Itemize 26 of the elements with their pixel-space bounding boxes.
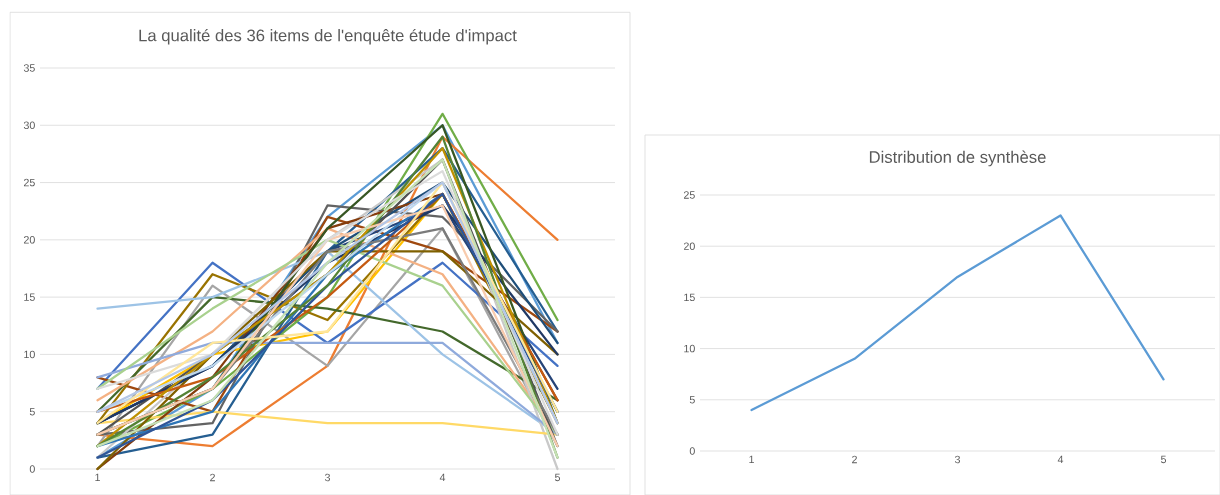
x-tick-label: 4 xyxy=(1057,455,1064,464)
y-tick-label: 25 xyxy=(23,178,35,187)
y-tick-label: 5 xyxy=(29,407,35,416)
y-tick-label: 35 xyxy=(23,64,35,72)
y-tick-label: 10 xyxy=(684,344,695,353)
x-tick-label: 1 xyxy=(749,455,754,464)
x-tick-label: 1 xyxy=(95,473,100,482)
x-tick-label: 2 xyxy=(852,455,857,464)
x-tick-label: 5 xyxy=(554,473,561,482)
chart-title: Distribution de synthèse xyxy=(869,150,1046,167)
chart-title: La qualité des 36 items de l'enquête étude d'impact xyxy=(139,28,517,45)
x-tick-label: 5 xyxy=(1160,455,1167,464)
x-tick-label: 3 xyxy=(324,473,330,482)
y-tick-label: 15 xyxy=(684,293,695,302)
x-tick-label: 4 xyxy=(439,473,446,482)
y-tick-label: 15 xyxy=(24,293,35,301)
y-tick-label: 10 xyxy=(24,350,35,359)
y-tick-label: 0 xyxy=(29,465,35,473)
y-tick-label: 20 xyxy=(683,242,695,250)
y-tick-label: 25 xyxy=(683,191,695,199)
x-tick-label: 3 xyxy=(954,455,960,464)
y-tick-label: 20 xyxy=(23,236,35,244)
y-tick-label: 30 xyxy=(23,121,35,130)
y-tick-label: 0 xyxy=(689,447,695,455)
x-tick-label: 2 xyxy=(210,473,215,482)
y-tick-label: 5 xyxy=(689,396,695,404)
